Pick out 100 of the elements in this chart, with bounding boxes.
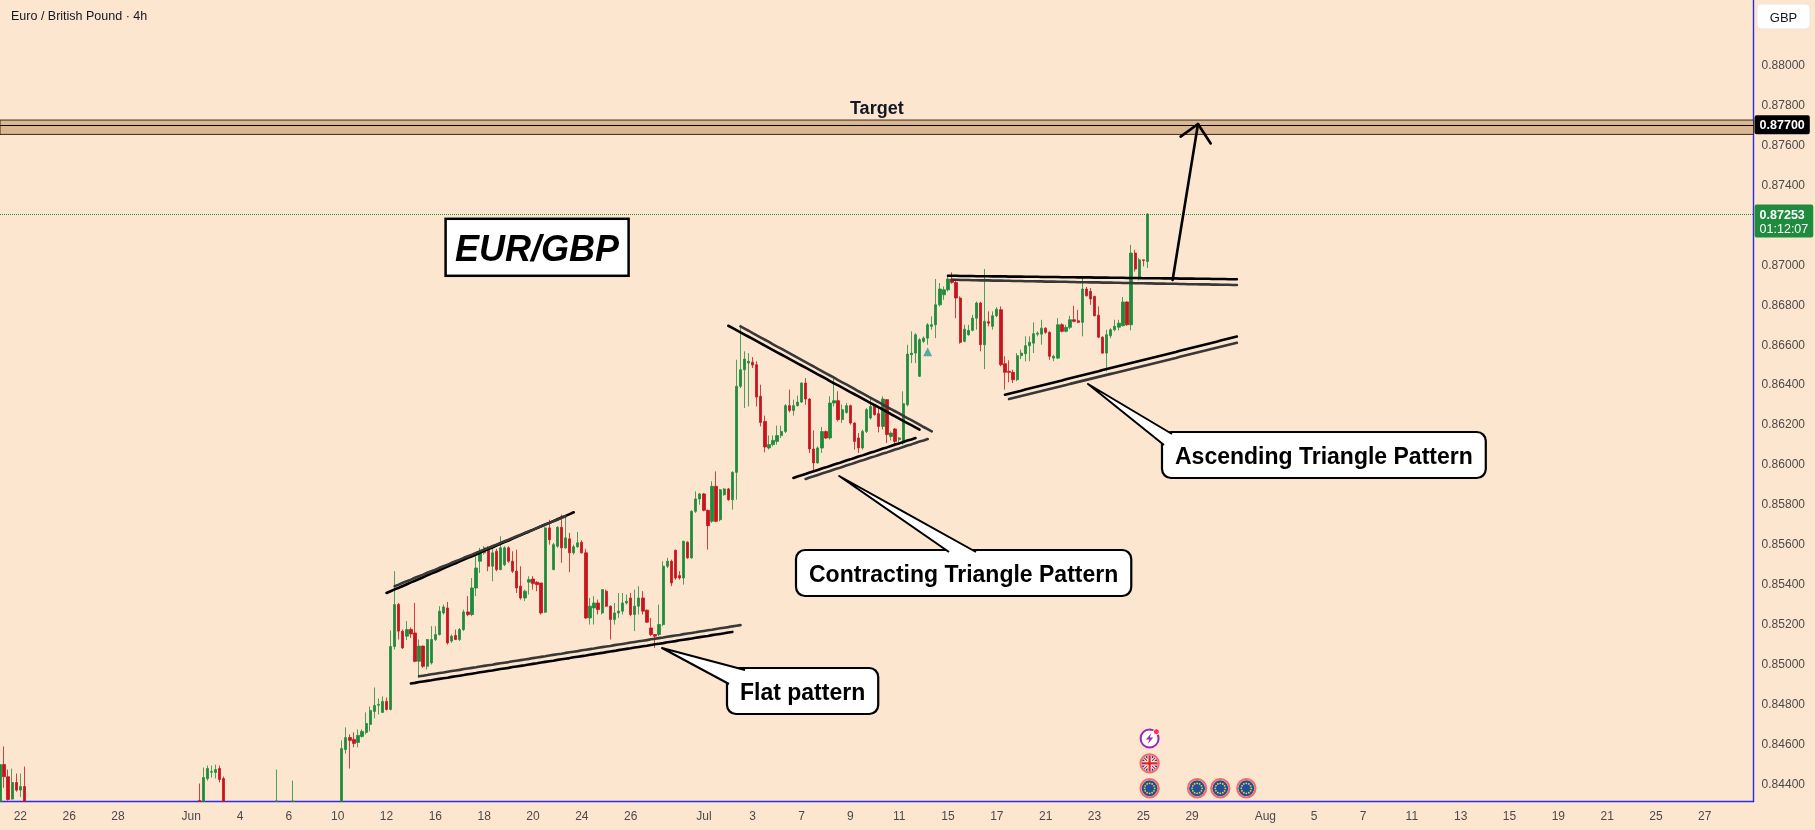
candlestick	[210, 765, 213, 778]
candlestick	[1081, 276, 1084, 337]
candlestick	[836, 390, 840, 422]
y-tick-label: 0.87000	[1761, 257, 1806, 272]
x-tick-label: 9	[847, 808, 855, 823]
y-tick-label: 0.86200	[1761, 417, 1806, 432]
candlestick	[719, 488, 722, 522]
candlestick	[629, 592, 632, 617]
candlestick	[596, 599, 600, 615]
candlestick	[727, 487, 730, 502]
x-tick-label: 3	[749, 808, 757, 823]
x-tick-label: 18	[477, 808, 492, 823]
candlestick	[560, 514, 563, 564]
candlestick	[1040, 319, 1043, 346]
candlestick	[775, 425, 779, 445]
x-tick-label: 22	[13, 808, 28, 823]
candlestick	[23, 766, 26, 802]
candlestick	[15, 773, 18, 793]
x-tick-label: 16	[428, 808, 443, 823]
x-tick-label: 7	[1359, 808, 1367, 823]
candlestick	[784, 403, 787, 434]
x-tick-label: 7	[798, 808, 806, 823]
text: Euro / British Pound · 4h	[11, 8, 148, 23]
x-tick-label: Jul	[696, 808, 712, 823]
candlestick	[564, 515, 567, 550]
x-tick-label: 21	[1600, 808, 1615, 823]
x-tick-label: 12	[379, 808, 394, 823]
annotation: Flat pattern	[740, 679, 866, 705]
candlestick	[767, 435, 771, 450]
candlestick	[633, 589, 636, 632]
y-tick-label: 0.88000	[1761, 57, 1806, 72]
candlestick	[1134, 249, 1137, 272]
text: 01:12:07	[1759, 221, 1809, 236]
x-tick-label: 26	[62, 808, 77, 823]
candlestick	[385, 697, 388, 711]
candlestick	[275, 769, 278, 802]
candlestick	[979, 301, 982, 352]
candlestick	[198, 783, 201, 802]
candlestick	[1121, 296, 1125, 327]
ref-line-label: 0.87700	[1759, 118, 1805, 133]
x-tick-label: 17	[990, 808, 1004, 823]
x-tick-label: 29	[1185, 808, 1200, 823]
x-tick-label: 19	[1551, 808, 1566, 823]
x-tick-label: 4	[236, 808, 244, 823]
candlestick	[356, 729, 360, 748]
candlestick	[963, 324, 966, 343]
y-tick-label: 0.86800	[1761, 297, 1806, 312]
candlestick	[714, 470, 718, 523]
candlestick	[788, 389, 791, 413]
x-tick-label: 15	[1502, 808, 1517, 823]
candlestick	[975, 300, 978, 331]
candlestick	[991, 310, 994, 331]
candlestick	[430, 625, 433, 665]
x-tick-label: 20	[526, 808, 540, 823]
x-tick-label: 26	[623, 808, 638, 823]
candlestick	[1060, 322, 1064, 333]
y-tick-label: 0.86000	[1761, 457, 1806, 472]
candlestick	[214, 764, 217, 779]
y-tick-label: 0.85400	[1761, 577, 1806, 592]
band-label: Target	[849, 97, 904, 118]
x-tick-label: 6	[285, 808, 293, 823]
candlestick	[548, 519, 551, 546]
y-tick-label: 0.84400	[1761, 776, 1806, 791]
x-tick-label: 11	[892, 808, 906, 823]
candlestick	[841, 404, 844, 424]
x-tick-label: Jun	[181, 808, 201, 823]
candlestick	[800, 381, 803, 404]
candlestick	[588, 597, 592, 625]
candlestick	[1072, 305, 1076, 323]
candlestick	[19, 773, 22, 798]
x-tick-label: 27	[1698, 808, 1712, 823]
x-tick-label: 25	[1136, 808, 1151, 823]
candlestick	[202, 767, 205, 802]
y-tick-label: 0.85800	[1761, 497, 1806, 512]
y-tick-label: 0.86600	[1761, 337, 1806, 352]
y-tick-label: 0.85600	[1761, 537, 1806, 552]
candlestick	[446, 601, 449, 645]
x-tick-label: 15	[941, 808, 955, 823]
y-tick-label: 0.87800	[1761, 97, 1806, 112]
candlestick	[421, 645, 425, 669]
candlestick	[987, 310, 990, 327]
candlestick	[1056, 317, 1060, 360]
x-tick-label: 21	[1038, 808, 1053, 823]
candlestick	[1016, 352, 1019, 382]
x-tick-label: 11	[1405, 808, 1419, 823]
candlestick	[11, 768, 14, 800]
candlestick	[413, 602, 417, 663]
y-tick-label: 0.86400	[1761, 377, 1806, 392]
candlestick	[454, 629, 457, 641]
candlestick	[592, 595, 596, 625]
x-tick-label: Aug	[1254, 808, 1277, 823]
candlestick	[1024, 335, 1027, 362]
candlestick	[710, 480, 714, 524]
candlestick	[792, 399, 795, 417]
candlestick	[682, 540, 685, 585]
candlestick	[487, 545, 490, 572]
candlestick	[889, 431, 893, 441]
y-tick-label: 0.84800	[1761, 697, 1806, 712]
candlestick	[1129, 244, 1133, 331]
candlestick	[621, 592, 624, 615]
